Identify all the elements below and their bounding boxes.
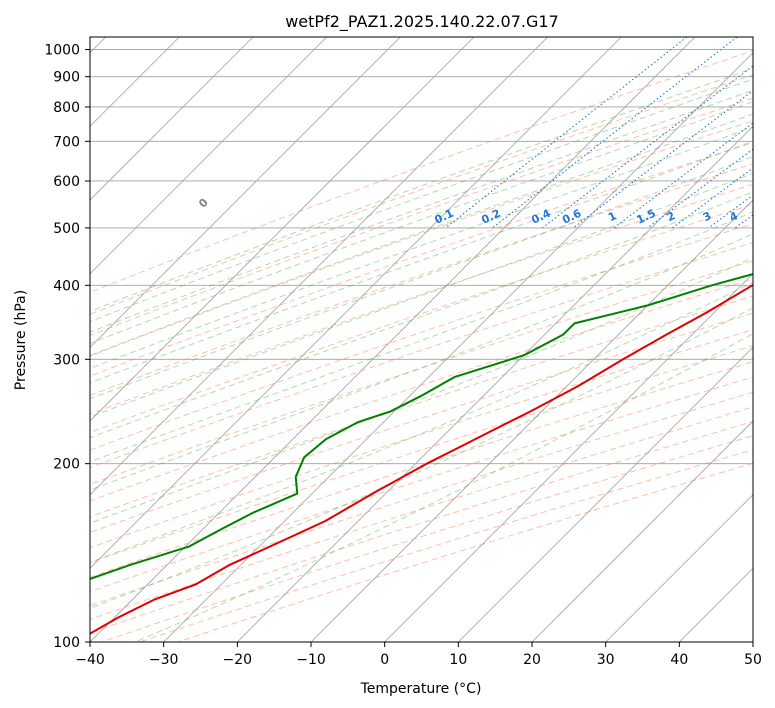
x-tick-label: 0 <box>380 652 389 668</box>
moist-adiabat-line <box>90 78 753 323</box>
isotherm-line <box>90 37 622 569</box>
mixing-ratio-line <box>445 37 688 229</box>
moist-adiabat-line <box>90 113 753 357</box>
dry-adiabat-line <box>90 278 753 502</box>
dry-adiabat-line <box>90 183 753 415</box>
dry-adiabat-line <box>101 435 753 642</box>
sounding-series <box>90 273 753 635</box>
y-tick-label: 800 <box>53 100 80 116</box>
mixing-ratio-label: 0.2 <box>479 207 502 227</box>
dry-adiabat-line <box>90 312 753 534</box>
moist-adiabat-line <box>90 281 753 563</box>
dry-adiabat-label: 0 <box>196 196 211 211</box>
moist-adiabat-line <box>90 257 753 524</box>
y-tick-label: 500 <box>53 221 80 237</box>
moist-adiabat-line <box>90 211 753 463</box>
isotherm-line <box>90 37 548 496</box>
y-tick-label: 600 <box>53 174 80 190</box>
y-tick-label: 900 <box>53 70 80 86</box>
y-tick-label: 100 <box>53 635 80 651</box>
plot-area: 0.10.20.40.611.52346810131620253036-100-… <box>90 37 775 642</box>
x-tick-label: −20 <box>223 652 253 668</box>
isotherm-line <box>90 37 401 348</box>
isotherm-line <box>90 37 696 642</box>
mixing-ratio-label: 4 <box>728 209 741 224</box>
dry-adiabat-line <box>90 74 753 315</box>
dry-adiabat-line <box>90 97 753 337</box>
y-axis-title: Pressure (hPa) <box>13 290 29 390</box>
moist-adiabat-line <box>90 126 753 370</box>
x-tick-label: −10 <box>296 652 326 668</box>
mixing-ratio-label: 6 <box>766 209 775 224</box>
isotherm-line <box>237 125 753 642</box>
isotherm-line <box>752 641 753 642</box>
y-tick-label: 300 <box>53 352 80 368</box>
dry-adiabat-line <box>90 329 753 549</box>
mixing-ratio-line <box>492 37 738 229</box>
x-tick-label: 50 <box>744 652 762 668</box>
mixing-ratio-label: 1 <box>606 209 618 224</box>
mixing-ratio-label: 0.6 <box>560 207 583 227</box>
moist-adiabat-line <box>90 67 753 312</box>
isotherm-line <box>605 494 753 642</box>
mixing-ratio-line <box>734 214 753 229</box>
isotherm-line <box>163 52 753 642</box>
dry-adiabat-line <box>90 260 753 485</box>
x-tick-label: 20 <box>523 652 541 668</box>
moist-adiabat-line <box>90 140 753 384</box>
moist-adiabat-line <box>135 332 753 642</box>
isotherm-line <box>310 199 753 642</box>
moist-adiabat-lines <box>90 67 753 642</box>
isotherm-lines <box>90 37 753 642</box>
y-tick-label: 400 <box>53 278 80 294</box>
moist-adiabat-line <box>90 89 753 333</box>
moist-adiabat-line <box>90 156 753 400</box>
mixing-ratio-label: 3 <box>701 209 713 224</box>
moist-adiabat-line <box>90 172 753 418</box>
dry-adiabat-line <box>90 223 753 451</box>
x-tick-label: −30 <box>149 652 179 668</box>
dry-adiabat-line <box>177 462 753 642</box>
mixing-ratio-label: 0.4 <box>529 207 552 227</box>
temperature-profile-line <box>90 283 753 635</box>
mixing-ratio-lines <box>445 37 753 229</box>
x-tick-label: 30 <box>597 652 615 668</box>
dry-adiabat-line <box>90 120 753 357</box>
mixing-ratio-label: 1.5 <box>635 207 658 227</box>
dewpoint-profile-line <box>90 273 753 580</box>
x-tick-label: 10 <box>449 652 467 668</box>
dry-adiabat-line <box>90 142 753 377</box>
mixing-ratio-line <box>542 65 753 229</box>
plot-frame <box>89 36 754 643</box>
mixing-ratio-line <box>572 90 753 229</box>
dry-adiabat-lines <box>90 50 753 642</box>
dry-adiabat-line <box>90 163 753 396</box>
x-axis: −40 −30 −20 −10 0 10 20 30 40 50 <box>75 642 762 668</box>
isotherm-line <box>90 37 254 201</box>
chart-title: wetPf2_PAZ1.2025.140.22.07.G17 <box>285 12 559 32</box>
dry-adiabat-line <box>90 361 753 578</box>
mixing-ratio-line <box>672 167 753 229</box>
y-axis: 1000 900 800 700 600 500 400 300 200 100 <box>44 43 90 651</box>
isotherm-line <box>458 346 753 642</box>
isopleth-labels: 0.10.20.40.611.52346810131620253036-100-… <box>196 196 775 227</box>
isotherm-line <box>384 273 753 642</box>
isotherm-line <box>679 567 753 642</box>
mixing-ratio-label: 0.1 <box>433 207 456 227</box>
isotherm-line <box>90 37 475 422</box>
isobar-grid-lines <box>90 49 753 642</box>
x-tick-label: 40 <box>670 652 688 668</box>
dry-adiabat-line <box>90 391 753 607</box>
moist-adiabat-line <box>90 233 753 491</box>
isotherm-line <box>531 420 753 642</box>
dry-adiabat-line <box>90 50 753 293</box>
y-tick-label: 200 <box>53 457 80 473</box>
isotherm-line <box>90 37 327 275</box>
y-tick-label: 700 <box>53 134 80 150</box>
x-tick-label: −40 <box>75 652 105 668</box>
y-tick-label: 1000 <box>44 43 80 59</box>
x-axis-title: Temperature (°C) <box>360 681 482 697</box>
